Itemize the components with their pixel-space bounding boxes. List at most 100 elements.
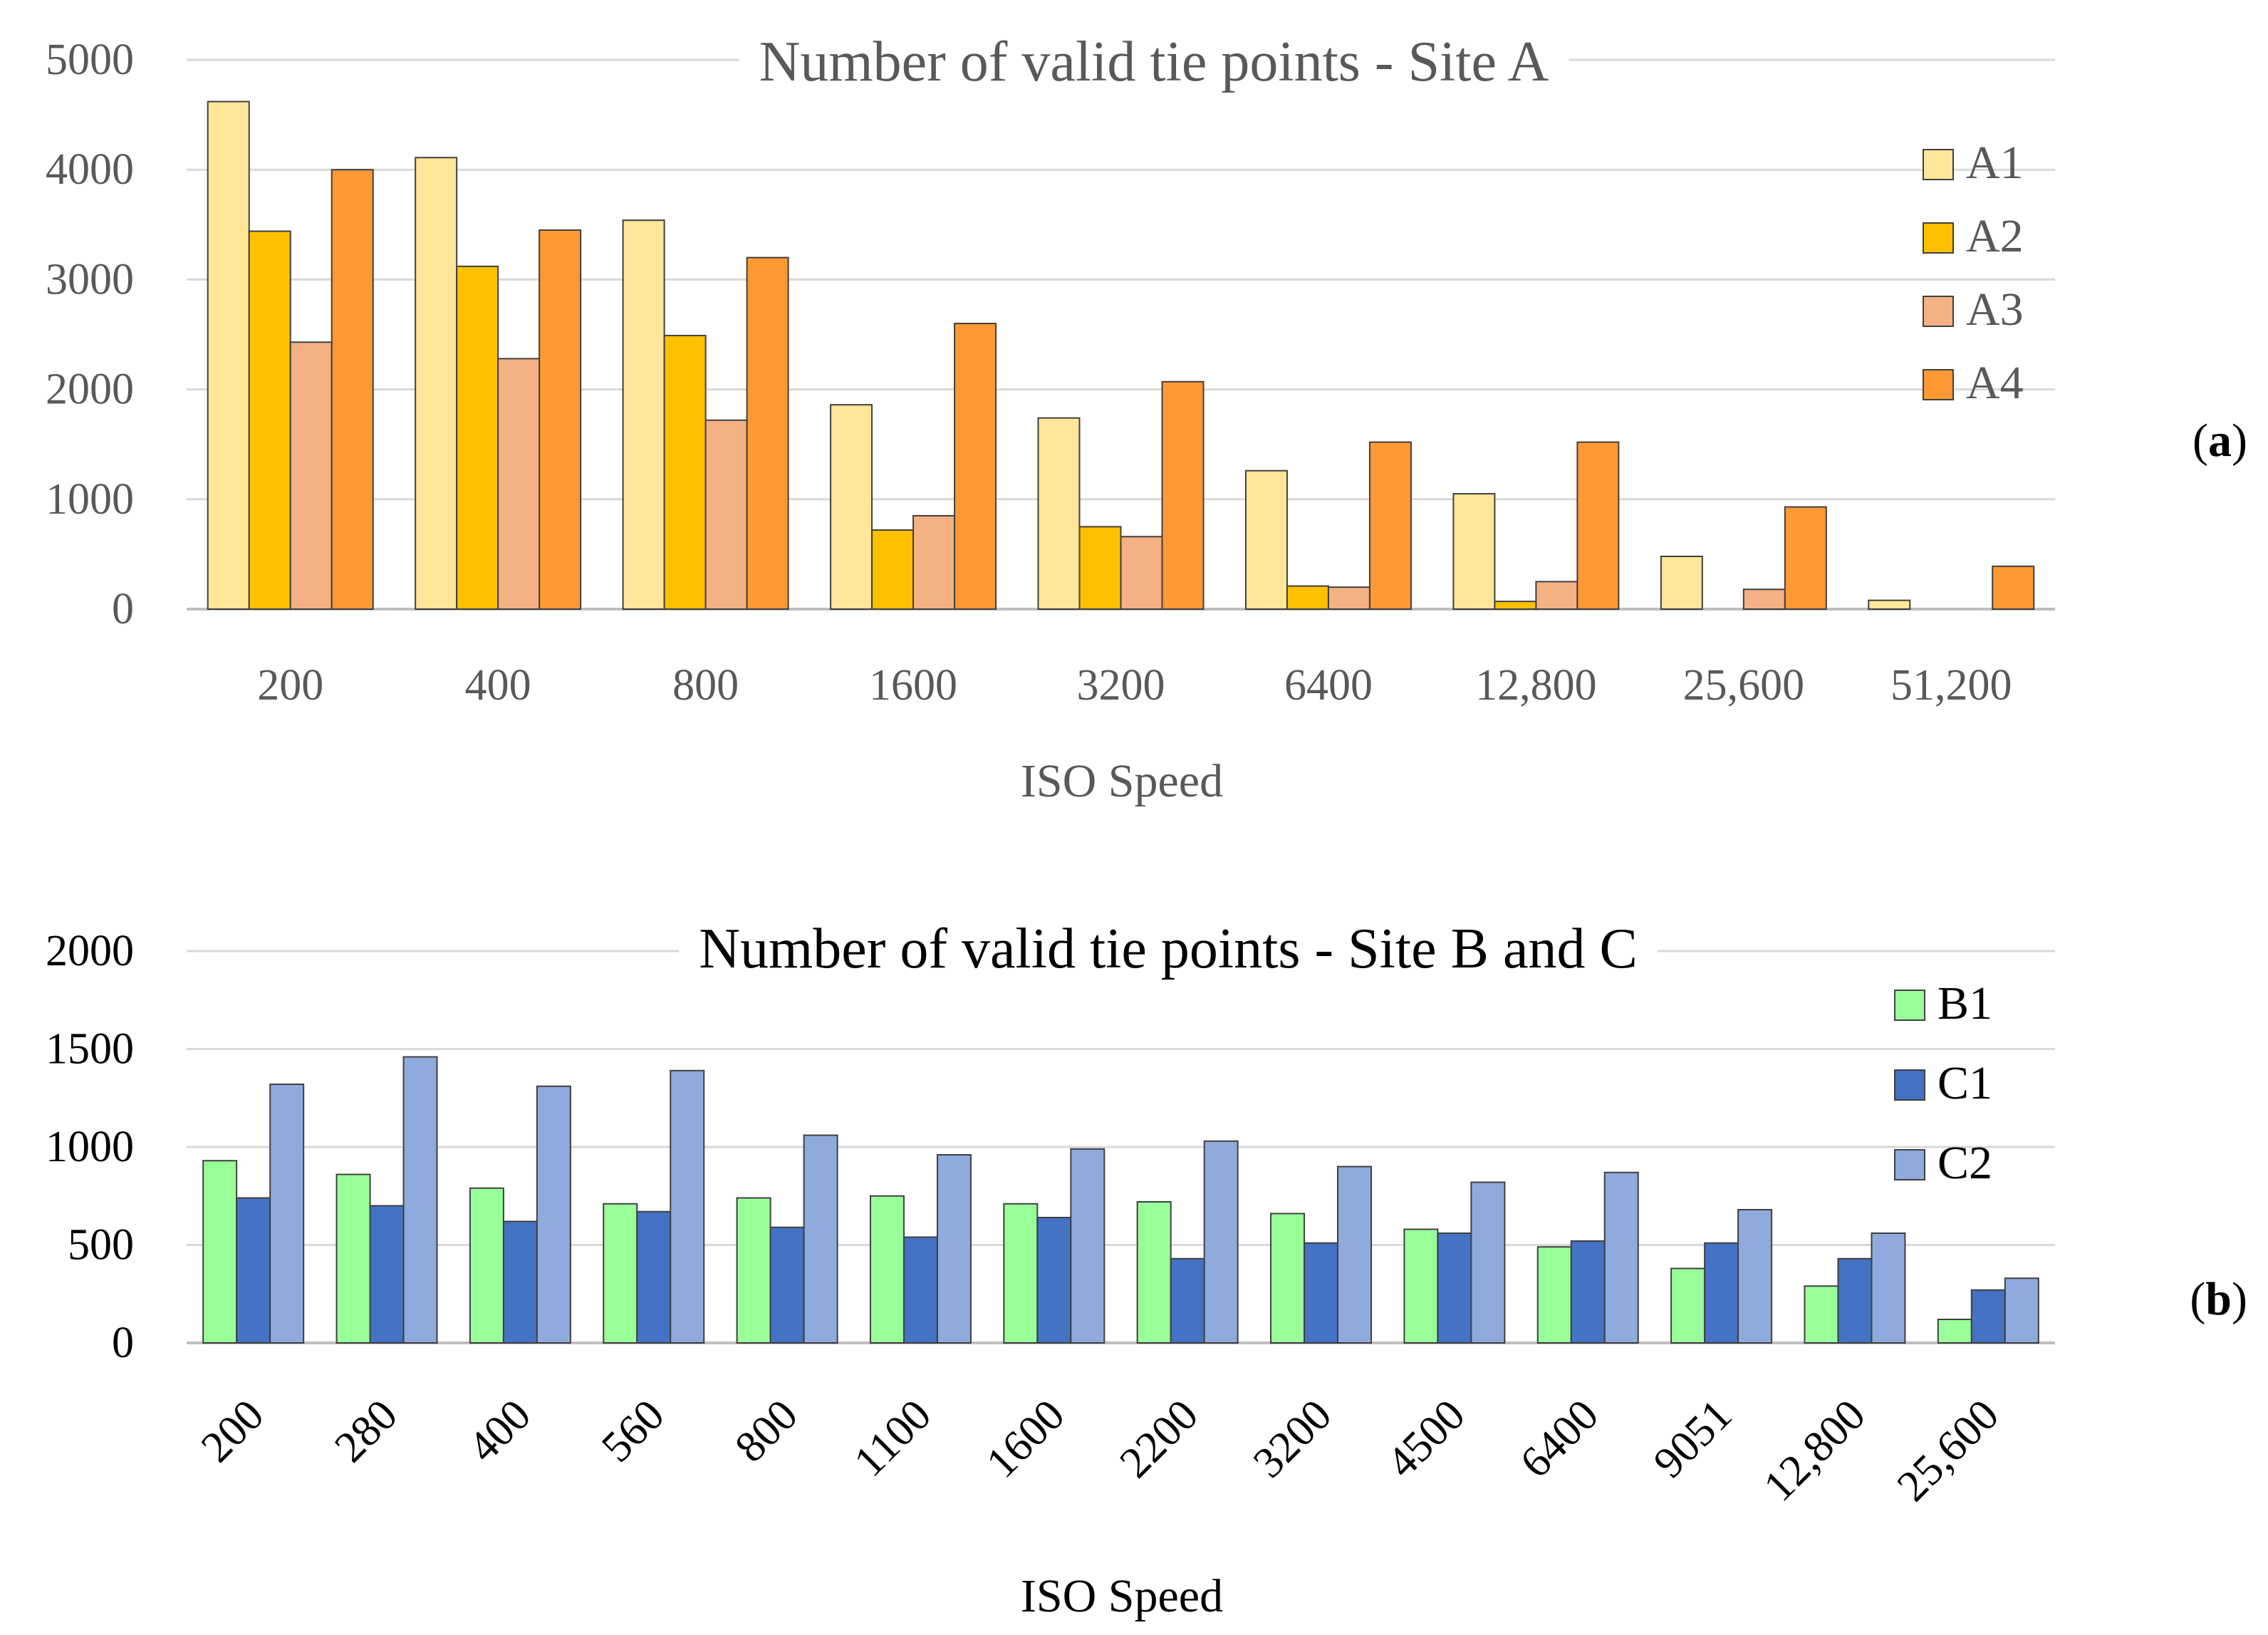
bar-a2 [1286,585,1329,610]
legend-label-b1: B1 [1937,977,1992,1029]
bar-a3 [1120,536,1163,611]
bar-c1 [636,1210,672,1344]
chart-b-gridlines [187,950,2055,1344]
bar-a3 [912,514,956,610]
bar-a3 [1327,586,1370,610]
chart-b-y-ticks: 0 500 1000 1500 2000 [46,927,134,1367]
bar-a3 [1742,588,1786,611]
legend-swatch-b1 [1894,990,1925,1021]
chart-b-title-background [679,918,1658,980]
bar-b1 [335,1173,371,1344]
bar-c2 [1603,1171,1639,1344]
bar-a4 [539,229,582,610]
bar-a1 [622,219,665,610]
bar-b1 [1937,1319,1972,1344]
y-tick-label: 3000 [46,255,134,303]
bar-a4 [331,169,374,610]
x-tick-label: 3200 [1244,1391,1341,1488]
x-tick-label: 12,800 [1754,1391,1875,1511]
bar-c1 [1170,1257,1205,1344]
bar-a1 [1037,417,1081,611]
y-tick-label: 1000 [46,475,134,524]
bar-a2 [871,529,915,611]
y-tick-label: 0 [112,1319,134,1367]
chart-a-y-ticks: 0 1000 2000 3000 4000 5000 [46,36,134,633]
y-tick-label: 5000 [46,36,134,84]
bar-c2 [803,1134,838,1344]
bar-c1 [1570,1240,1606,1344]
chart-a-title-background [739,31,1569,93]
bar-b1 [469,1187,504,1344]
bar-a1 [1868,599,1911,611]
legend-label-a2: A2 [1966,210,2024,262]
bar-a1 [1660,555,1703,611]
x-tick-label: 25,600 [1683,661,1805,710]
bar-c1 [769,1226,805,1344]
bar-a3 [289,341,333,610]
x-tick-label: 9051 [1645,1391,1742,1488]
x-tick-label: 800 [672,661,739,710]
bar-b1 [1670,1267,1706,1344]
bar-a4 [1784,506,1827,610]
x-tick-label: 800 [726,1391,807,1472]
bar-a3 [1535,581,1578,611]
bar-b1 [1136,1201,1172,1344]
bar-c1 [236,1197,271,1344]
y-tick-label: 2000 [46,365,134,414]
bar-a1 [1452,493,1496,611]
x-tick-label: 200 [257,661,323,710]
bar-c1 [502,1220,538,1344]
bar-b1 [1536,1246,1572,1344]
bar-c2 [536,1085,571,1344]
y-tick-label: 500 [68,1221,134,1270]
bar-a4 [1576,441,1620,611]
bar-a2 [248,230,291,610]
bar-a2 [1494,601,1537,610]
bar-a1 [207,100,250,610]
legend-label-a1: A1 [1966,137,2024,189]
x-tick-label: 400 [465,661,531,710]
bar-c2 [1470,1181,1506,1344]
chart-a-legend: A1 A2 A3 A4 [1923,137,2024,409]
bar-c1 [1304,1242,1339,1344]
bar-b1 [1804,1285,1839,1344]
y-tick-label: 0 [112,585,134,633]
legend-swatch-a4 [1923,369,1954,400]
bar-a4 [1368,441,1412,611]
bar-b1 [1003,1203,1039,1344]
bar-c1 [902,1236,938,1344]
x-tick-label: 1600 [869,661,957,710]
chart-b-x-ticks: 200 280 400 560 800 1100 1600 2200 3200 4500 6400 9… [192,1391,2008,1511]
bar-c1 [369,1205,405,1344]
chart-b-bars [202,1056,2039,1344]
legend-swatch-c2 [1894,1149,1925,1180]
bar-a1 [830,404,873,610]
x-tick-label: 280 [326,1391,407,1472]
y-tick-label: 1000 [46,1123,134,1171]
panel-label-a: (a) [2192,415,2247,467]
x-tick-label: 12,800 [1475,661,1597,710]
x-tick-label: 2200 [1110,1391,1207,1488]
bar-b1 [202,1160,238,1344]
x-tick-label: 4500 [1378,1391,1474,1488]
x-tick-label: 1600 [977,1391,1074,1488]
bar-a2 [663,335,707,610]
legend-label-c2: C2 [1937,1137,1992,1189]
x-tick-label: 6400 [1284,661,1373,710]
x-tick-label: 400 [459,1391,540,1472]
bar-a4 [746,256,789,610]
legend-label-a4: A4 [1966,357,2024,409]
bar-c2 [670,1069,705,1344]
legend-swatch-a2 [1923,222,1954,254]
bar-c2 [1871,1232,1906,1344]
bar-b1 [869,1195,905,1344]
bar-b1 [1403,1228,1439,1344]
bar-a4 [1161,380,1205,611]
bar-c2 [2004,1277,2039,1344]
bar-c2 [269,1084,305,1344]
bar-a2 [456,265,499,610]
legend-label-c1: C1 [1937,1057,1992,1109]
chart-a-x-axis-label: ISO Speed [1021,755,1223,807]
bar-b1 [603,1203,638,1344]
